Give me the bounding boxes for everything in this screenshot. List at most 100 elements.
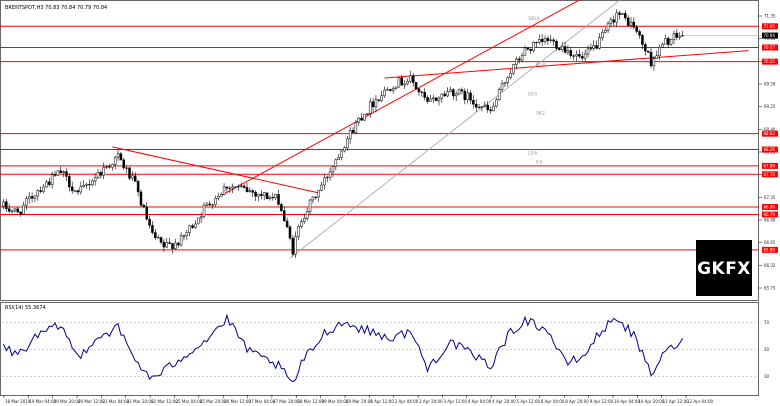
candle-body [681,35,684,37]
candle-body [225,186,229,189]
candle-body [460,89,464,92]
candle-body [337,157,340,160]
candle-body [626,17,630,26]
trend-line [384,50,749,79]
candle-body [354,122,358,133]
candle-body [432,97,435,100]
time-tick-label: 9 Apr 12:00 [590,399,614,404]
candle-body [268,197,272,199]
level-price-tag-text: 65.99 [764,247,776,252]
candle-body [538,38,541,43]
candle-body [506,77,510,83]
candle-body [311,196,315,201]
price-tick-label: 69.25 [764,104,776,109]
candle-body [300,221,303,227]
logo-text: GKFX [697,259,751,279]
candle-body [343,147,346,152]
candle-body [466,92,469,100]
candle-body [589,48,593,50]
candle-body [420,91,424,93]
candle-body [672,33,676,40]
level-price-tag-text: 66.79 [764,212,776,217]
candle-body [168,242,171,244]
candle-body [274,194,277,199]
candle-body [277,194,280,205]
candle-body [666,38,670,45]
candle-body [45,181,48,188]
candle-body [102,166,105,176]
candle-body [581,56,584,59]
time-tick-label: 21 Mar 04:00 [102,399,129,404]
candle-body [285,220,289,228]
horizontal-levels: 100.0 61.8 50.0 38.2 23.6 0.0 [0,16,759,251]
candle-body [440,93,444,99]
candle-body [411,75,415,83]
candle-body [82,185,85,187]
candle-body [543,38,547,42]
candle-body [417,88,421,93]
candle-body [454,93,458,97]
candle-body [386,89,389,91]
candle-body [10,210,14,212]
fib-label: 38.2 [536,111,545,116]
candle-body [497,89,501,101]
candle-body [328,171,332,178]
level-price-tag-text: 70.25 [764,59,776,64]
candle-body [214,197,217,205]
candle-body [535,42,538,44]
fib-label: 50.0 [528,92,537,97]
candle-body [366,112,369,115]
candle-body [291,237,295,255]
candle-body [480,106,484,108]
candle-body [598,37,601,49]
candle-body [374,99,378,108]
level-price-tag-text: 67.70 [764,172,776,177]
time-tick-label: 20 Mar 12:00 [78,399,105,404]
candle-body [437,98,441,102]
candle-body [649,51,653,67]
candle-body [526,47,530,50]
candle-body [394,86,398,89]
price-tick-label: 69.59 [764,82,776,87]
time-tick-label: 28 Mar 12:00 [297,399,324,404]
candle-body [139,191,143,206]
candle-body [242,185,246,188]
level-price-tag [762,246,778,253]
candle-body [151,225,154,233]
rsi-tick-label: 30 [764,374,770,379]
candle-body [477,106,481,109]
time-tick-label: 21 Mar 20:00 [127,399,154,404]
candle-body [36,190,40,197]
candle-body [5,201,8,209]
candle-body [678,35,681,38]
candle-body [635,26,638,32]
candle-body [108,166,111,168]
candle-body [423,92,426,98]
level-price-tag [762,203,778,210]
candle-body [646,50,650,53]
candle-body [288,226,292,239]
rsi-pane-border [0,302,759,396]
time-tick-label: 4 Apr 04:00 [468,399,492,404]
candle-body [65,171,68,177]
candle-body [397,77,401,88]
candle-body [280,204,283,211]
candle-body [7,208,11,212]
candle-body [13,208,17,212]
candle-body [197,217,200,225]
candle-body [334,159,338,167]
time-tick-label: 3 Apr 12:00 [443,399,467,404]
candle-body [325,176,329,179]
level-price-tag [762,23,778,30]
candle-body [320,184,323,191]
candle-body [406,80,409,85]
candle-body [260,193,263,196]
candle-body [294,236,297,255]
candle-body [16,208,20,213]
candle-body [297,226,300,237]
level-price-tag-text: 71.05 [764,24,776,29]
candle-body [283,210,286,222]
